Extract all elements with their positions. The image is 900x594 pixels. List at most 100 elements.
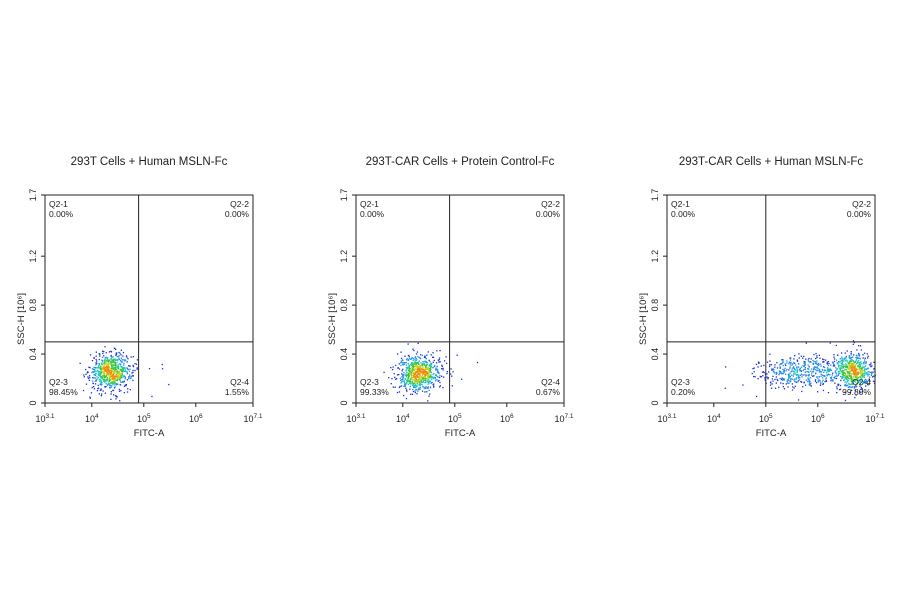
event-dot [873,375,875,377]
chart-title: 293T-CAR Cells + Human MSLN-Fc [679,156,864,168]
event-dot [98,353,100,355]
event-dot [856,355,858,357]
event-dot [416,366,418,368]
event-dot [856,360,859,362]
event-dot [862,354,864,356]
event-dot [96,378,98,380]
event-dot [824,375,826,377]
x-axis-label: FITC-A [756,428,787,439]
event-dot [434,378,436,380]
event-dot [429,380,431,382]
event-dot [815,366,817,368]
event-dot [402,374,404,376]
event-dot [413,379,415,381]
event-dot [408,374,410,376]
event-dot [797,377,800,379]
event-dot [855,374,858,376]
event-dot [791,378,794,380]
event-dot [421,380,423,382]
event-dot [97,388,99,390]
event-dot [774,364,776,366]
event-dot [119,363,121,365]
y-tick-label: 0.4 [28,348,38,361]
event-dot [100,373,102,376]
event-dot [414,364,416,366]
event-dot [103,363,105,365]
event-dot [98,375,100,377]
event-dot [779,377,781,380]
event-dot [123,381,125,383]
event-dot [803,360,805,363]
event-dot [847,374,849,376]
event-dot [802,357,804,359]
event-dot [103,365,105,367]
event-dot [118,358,120,360]
event-dot [116,359,118,361]
event-dot [862,357,864,359]
event-dot [101,360,104,362]
event-dot [436,350,438,352]
event-dot [774,378,776,381]
event-dot [410,364,413,366]
event-dot [802,386,804,388]
event-dot [852,376,855,378]
event-dot [796,369,799,371]
event-dot [424,374,426,376]
event-dot [787,386,789,388]
event-dot [407,377,409,379]
event-dot [426,373,429,376]
event-dot [854,379,856,381]
event-dot [421,390,424,392]
event-dot [426,354,428,356]
event-dots [79,346,170,402]
event-dot [79,362,81,364]
event-dot [844,368,846,371]
event-dot [835,369,837,372]
event-dot [788,362,790,365]
event-dot [407,372,410,374]
event-dot [763,364,765,367]
event-dot [833,360,836,363]
event-dot [835,377,838,380]
event-dot [847,362,849,365]
event-dot [433,359,435,362]
event-dot [439,361,441,363]
event-dot [408,382,410,384]
event-dot [431,379,433,381]
event-dot [412,382,414,385]
event-dot [116,378,119,380]
event-dot [132,374,134,377]
event-dot [98,373,101,375]
event-dot [419,375,422,377]
event-dot [420,368,423,370]
event-dot [106,378,108,380]
event-dot [411,370,413,372]
event-dot [112,389,114,392]
event-dot [113,362,115,364]
event-dot [836,375,838,377]
event-dot [792,386,794,388]
event-dot [800,381,802,383]
event-dot [96,360,98,362]
event-dot [407,378,409,380]
event-dot [795,377,798,379]
event-dot [103,361,106,363]
event-dot [120,360,123,363]
event-dot [102,375,104,377]
event-dot [432,361,434,363]
event-dot [425,386,427,388]
event-dot [98,387,100,389]
event-dot [769,353,771,355]
event-dot [420,354,422,356]
event-dot [422,373,424,375]
event-dot [409,365,411,367]
event-dot [123,367,125,369]
event-dot [782,368,784,370]
event-dot [794,369,796,371]
event-dot [412,367,414,369]
event-dot [416,384,418,386]
event-dot [109,380,111,382]
event-dot [818,363,820,366]
event-dot [121,374,123,376]
event-dot [417,355,419,358]
